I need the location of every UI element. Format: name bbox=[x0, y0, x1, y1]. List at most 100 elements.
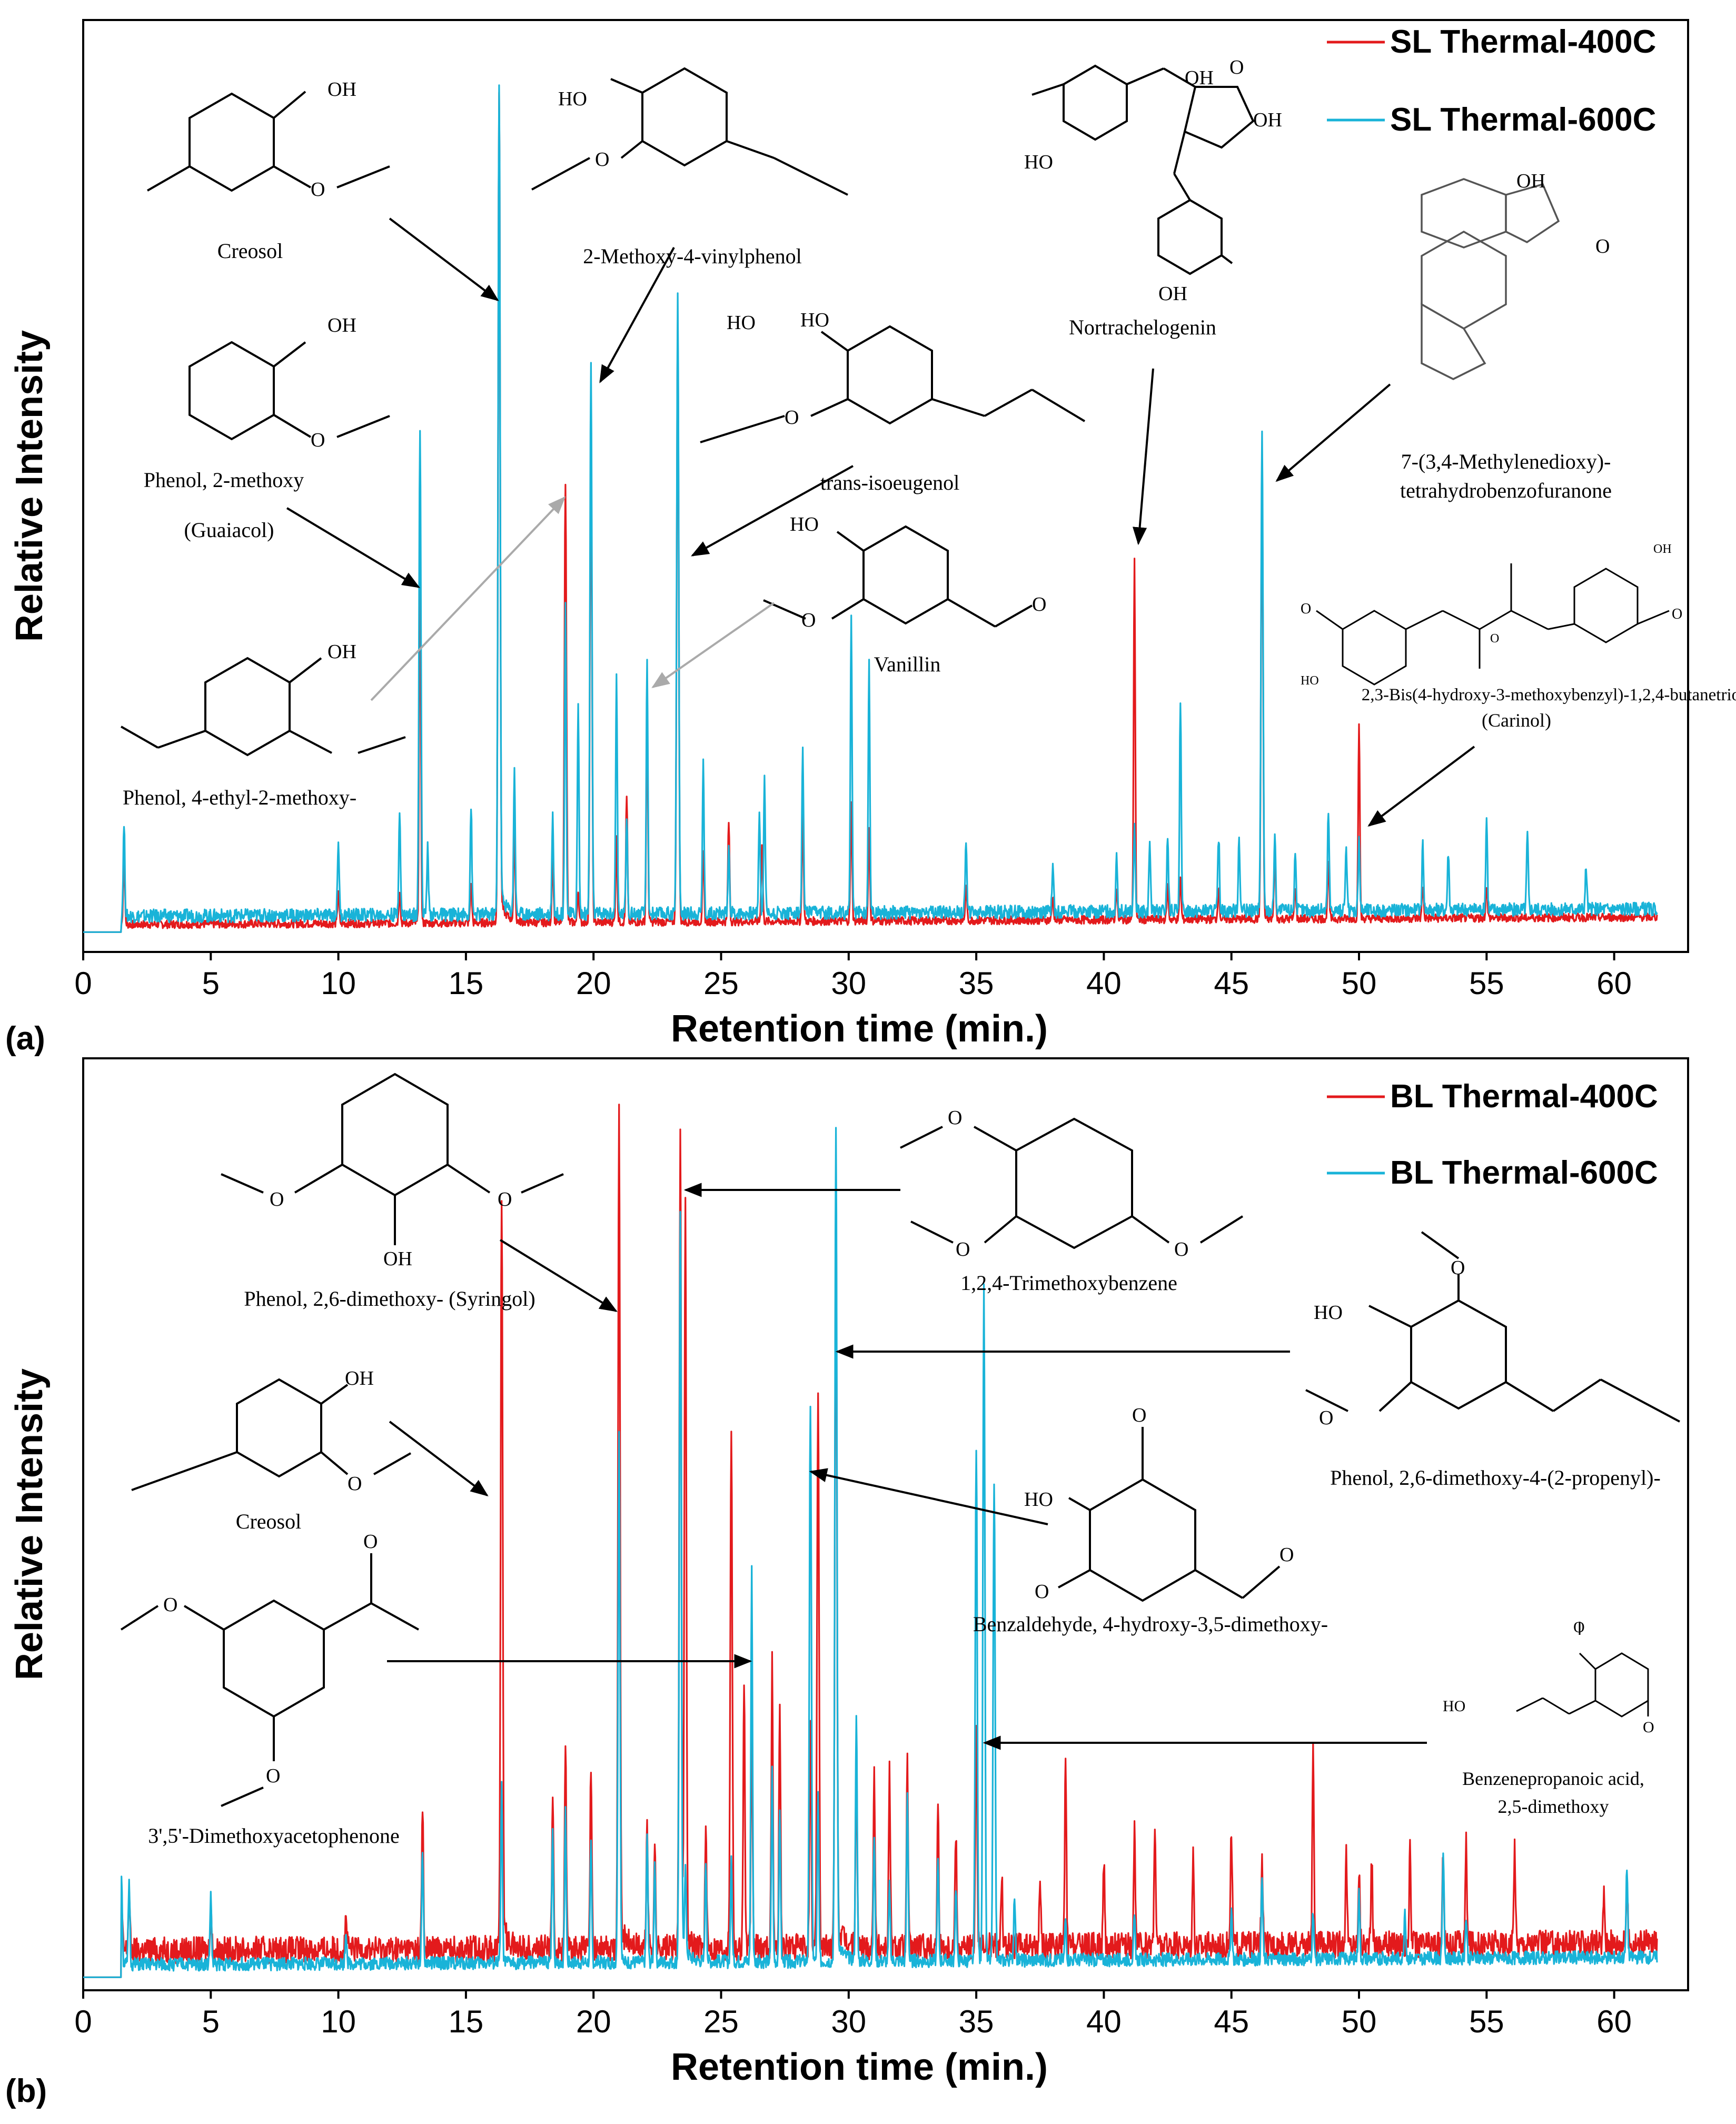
syringaldehyde-bond-3 bbox=[1058, 1569, 1090, 1589]
acetophenone-bond-3 bbox=[371, 1602, 419, 1631]
ethylguaiacol-bond-4 bbox=[157, 730, 206, 749]
syringol-bond-3 bbox=[447, 1164, 491, 1194]
trimethoxybenzene-ring-b bbox=[1015, 1117, 1133, 1249]
syringol-bond-1 bbox=[294, 1164, 343, 1194]
series-line-sl-thermal-600c bbox=[83, 84, 1658, 933]
x-tick-label: 45 bbox=[1214, 2004, 1249, 2039]
annotation-carinol-1-a: 2,3-Bis(4-hydroxy-3-methoxybenzyl)-1,2,4… bbox=[1362, 686, 1736, 704]
x-tick-label: 10 bbox=[321, 966, 356, 1001]
acetophenone-bond-1 bbox=[323, 1602, 372, 1631]
nortrachelogenin-bond-6 bbox=[1221, 254, 1233, 264]
panel-label-a: (a) bbox=[5, 1020, 45, 1057]
acetophenone-bond-5 bbox=[120, 1605, 159, 1631]
vanillin-ring-a bbox=[862, 525, 949, 625]
arrow-syringol-b bbox=[499, 1239, 618, 1312]
creosol-bond-3 bbox=[336, 165, 390, 188]
annotation-propenyl-b: Phenol, 2,6-dimethoxy-4-(2-propenyl)- bbox=[1330, 1466, 1661, 1490]
isoeugenol-bond-6 bbox=[1031, 389, 1086, 422]
atom-label: HO bbox=[1314, 1302, 1343, 1324]
annotations-a: Creosol 2-Methoxy-4-vinylphenol Nortrach… bbox=[123, 239, 1736, 809]
tmb-bond-6 bbox=[1199, 1215, 1244, 1244]
mdo-ring-1 bbox=[1421, 230, 1507, 330]
x-tick-label: 50 bbox=[1342, 966, 1377, 1001]
ethylguaiacol-bond-3 bbox=[358, 736, 406, 754]
vinylphenol-bond-3 bbox=[531, 157, 590, 191]
isoeugenol-bond-3 bbox=[700, 415, 785, 443]
vinylphenol-bond-5 bbox=[773, 157, 848, 196]
atom-label: O bbox=[1672, 606, 1682, 622]
atom-label: O bbox=[1573, 1619, 1585, 1636]
carinol-bond-8 bbox=[1316, 610, 1343, 630]
creosol-ring-b bbox=[236, 1378, 322, 1478]
annotation-ethylguaiacol-a: Phenol, 4-ethyl-2-methoxy- bbox=[123, 786, 356, 809]
acetophenone-ring-b bbox=[223, 1599, 325, 1718]
atom-label: O bbox=[266, 1765, 280, 1787]
atom-label: O bbox=[1490, 632, 1499, 646]
methylenedioxy-structure-a bbox=[1421, 178, 1560, 380]
tmb-bond-4 bbox=[910, 1220, 954, 1244]
syringaldehyde-bond-5 bbox=[1242, 1565, 1281, 1599]
series-group-b bbox=[83, 1104, 1658, 1978]
atom-label: OH bbox=[1653, 542, 1672, 556]
annotation-guaiacol-a: Phenol, 2-methoxy bbox=[144, 468, 304, 492]
atom-label: HO bbox=[558, 88, 587, 110]
atom-label: O bbox=[948, 1107, 962, 1129]
annotation-benzenepropanoic-1-b: Benzenepropanoic acid, bbox=[1462, 1768, 1644, 1789]
nortrachelogenin-bond-3 bbox=[1173, 131, 1186, 174]
syringaldehyde-ring-b bbox=[1089, 1478, 1196, 1602]
mdo-ring-2 bbox=[1421, 178, 1507, 249]
atom-label: HO bbox=[1443, 1698, 1465, 1715]
vinylphenol-ring-a bbox=[641, 67, 728, 167]
guaiacol-ring-a bbox=[189, 341, 275, 441]
annotations-b: Phenol, 2,6-dimethoxy- (Syringol) 1,2,4-… bbox=[148, 1271, 1661, 1848]
x-tick-label: 15 bbox=[449, 2004, 484, 2039]
isoeugenol-ring-a bbox=[847, 325, 933, 425]
x-tick-label: 25 bbox=[703, 966, 739, 1001]
annotation-benzenepropanoic-2-b: 2,5-dimethoxy bbox=[1498, 1796, 1609, 1817]
vinylphenol-bond-2 bbox=[620, 140, 643, 159]
carinol-bond-9 bbox=[1637, 610, 1670, 625]
series-group-a bbox=[83, 84, 1658, 933]
arrow-vanillin-a bbox=[651, 602, 775, 688]
arrow-vinylphenol-a bbox=[599, 247, 675, 383]
arrows-a bbox=[286, 217, 1475, 827]
x-tick-label: 0 bbox=[74, 2004, 92, 2039]
x-tick-label: 55 bbox=[1469, 966, 1504, 1001]
atom-label: O bbox=[1595, 235, 1610, 257]
x-tick-label: 45 bbox=[1214, 966, 1249, 1001]
creosol-b-bond-3 bbox=[373, 1452, 411, 1475]
tmb-bond-3 bbox=[984, 1215, 1017, 1244]
propenyl-ring-b bbox=[1410, 1299, 1507, 1410]
annotation-creosol-b: Creosol bbox=[236, 1510, 301, 1533]
atom-label: OH bbox=[328, 78, 356, 101]
vanillin-bond-5 bbox=[995, 604, 1033, 628]
carinol-bond-5 bbox=[1547, 623, 1575, 630]
atom-label: O bbox=[498, 1188, 512, 1210]
annotation-carinol-2-a: (Carinol) bbox=[1482, 710, 1551, 731]
arrow-isoeugenol-a bbox=[691, 465, 854, 557]
nortrachelogenin-bond-4 bbox=[1173, 173, 1191, 201]
vanillin-bond-3 bbox=[763, 599, 806, 620]
isoeugenol-bond-5 bbox=[984, 389, 1033, 417]
propenyl-bond-8 bbox=[1600, 1378, 1680, 1423]
x-tick-label: 60 bbox=[1596, 2004, 1632, 2039]
atom-label: HO bbox=[1024, 1488, 1053, 1511]
panel-label-b: (b) bbox=[5, 2073, 47, 2109]
creosol-bond-4 bbox=[147, 165, 190, 192]
atom-label: O bbox=[1174, 1238, 1188, 1260]
x-tick-label: 0 bbox=[74, 966, 92, 1001]
x-tick-label: 25 bbox=[703, 2004, 739, 2039]
legend-label-sl-600: SL Thermal-600C bbox=[1390, 102, 1656, 138]
atom-label: O bbox=[311, 429, 325, 451]
legend-label-bl-400: BL Thermal-400C bbox=[1390, 1078, 1658, 1115]
isoeugenol-bond-2 bbox=[810, 398, 848, 417]
annotation-methylenedioxy-2-a: tetrahydrobenzofuranone bbox=[1400, 479, 1612, 502]
atom-label: O bbox=[801, 609, 816, 631]
atom-label: O bbox=[348, 1473, 362, 1495]
x-tick-label: 60 bbox=[1596, 966, 1632, 1001]
atom-label: OH bbox=[1516, 170, 1545, 192]
atom-label: OH bbox=[328, 641, 356, 663]
vanillin-bond-1 bbox=[836, 531, 865, 552]
syringaldehyde-bond-4 bbox=[1194, 1569, 1244, 1599]
plot-frame-b bbox=[82, 1057, 1689, 1991]
